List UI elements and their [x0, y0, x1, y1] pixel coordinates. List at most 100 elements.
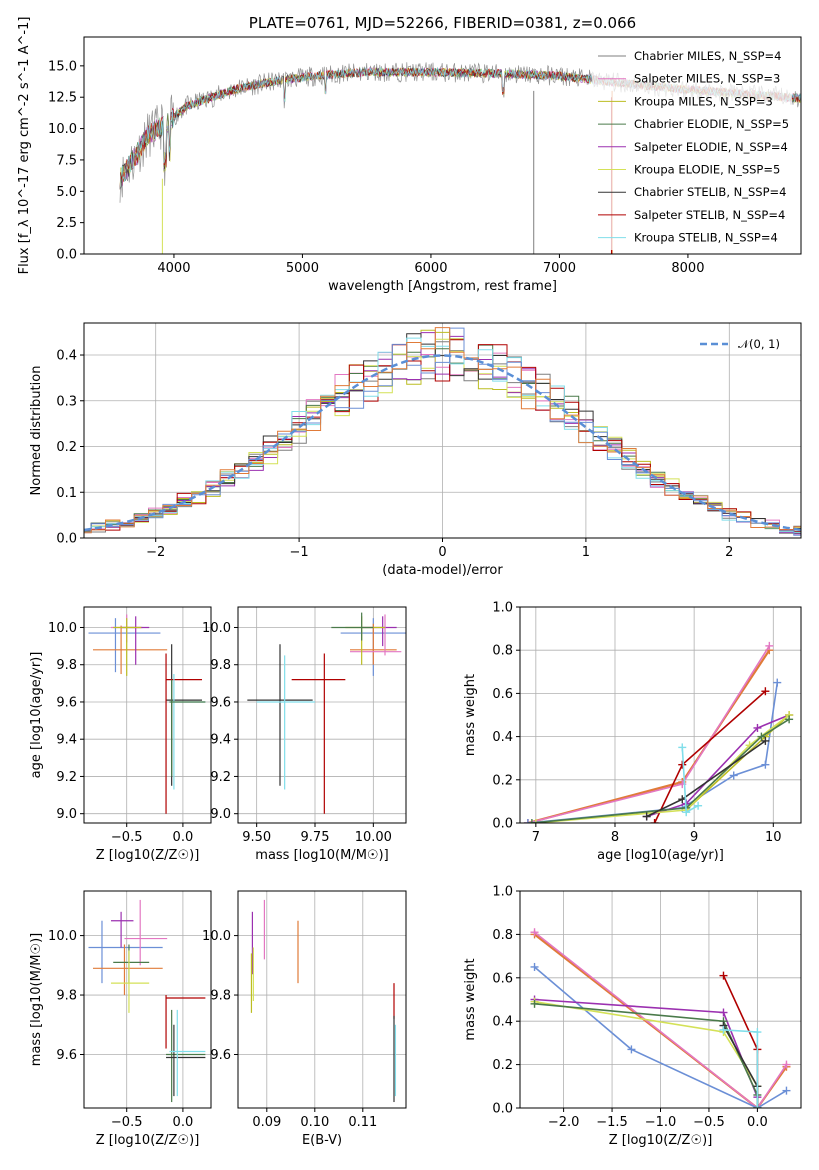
- y-tick-label: 9.6: [56, 695, 77, 710]
- x-tick-label: 8: [611, 830, 619, 845]
- x-tick-label: 6000: [414, 261, 447, 276]
- mass-vs-Z-panel: −0.5 0.0 9.6 9.8 10.0 Z [log10(Z/Z☉)] mass [lo…: [29, 890, 212, 1148]
- weight-series-line: [527, 645, 770, 823]
- x-tick-label: 0.10: [300, 1115, 329, 1130]
- y-tick-label: 9.2: [210, 770, 231, 785]
- histogram-series: [84, 339, 801, 533]
- weight-series-line: [534, 931, 788, 1108]
- x-tick-label: 5000: [286, 261, 319, 276]
- y-tick-label: 2.5: [56, 216, 77, 231]
- mass-weight-vs-Z-panel: −2.0 −1.5 −1.0 −0.5 0.0 0.0 0.2 0.4 0.6 0.8 1.0 Z […: [463, 885, 802, 1148]
- x-tick-label: −1: [290, 545, 309, 560]
- y-tick-label: 9.6: [56, 1048, 77, 1063]
- legend-label: Chabrier ELODIE, N_SSP=5: [634, 117, 789, 131]
- legend-label: Kroupa STELIB, N_SSP=4: [634, 231, 778, 245]
- x-tick-label: −0.5: [111, 830, 143, 845]
- plot-frame: [83, 322, 802, 539]
- y-tick-label: 9.0: [56, 807, 77, 822]
- x-tick-label: 0.0: [173, 1115, 194, 1130]
- x-tick-label: 7: [532, 830, 540, 845]
- y-tick-label: 0.4: [492, 1015, 513, 1030]
- y-tick-label: 0.8: [492, 644, 513, 659]
- y-tick-label: 10.0: [48, 929, 77, 944]
- y-tick-label: 9.8: [56, 658, 77, 673]
- y-tick-label: 9.6: [210, 1048, 231, 1063]
- x-tick-label: 0.0: [747, 1115, 768, 1130]
- y-tick-label: 10.0: [202, 621, 231, 636]
- plot-frame: [237, 890, 407, 1109]
- errorbar-points: [247, 612, 406, 814]
- y-tick-label: 9.2: [56, 770, 77, 785]
- weight-series-line: [533, 933, 788, 1108]
- legend-label: Salpeter MILES, N_SSP=3: [634, 72, 780, 86]
- y-tick-label: 0.3: [56, 394, 77, 409]
- y-tick-label: 9.0: [210, 807, 231, 822]
- y-axis-label: Normed distribution: [29, 366, 44, 496]
- y-tick-label: 12.5: [48, 91, 77, 106]
- x-axis-label: age [log10(age/yr)]: [597, 848, 724, 863]
- x-tick-label: 7000: [543, 261, 576, 276]
- x-axis-label: (data-model)/error: [382, 563, 503, 578]
- x-tick-label: −1.0: [645, 1115, 677, 1130]
- x-axis-label: Z [log10(Z/Z☉)]: [96, 1133, 200, 1148]
- weight-series-line: [722, 975, 759, 1108]
- y-tick-label: 0.1: [56, 486, 77, 501]
- x-tick-label: −2: [146, 545, 165, 560]
- plot-frame: [519, 890, 802, 1109]
- x-axis-label: Z [log10(Z/Z☉)]: [96, 848, 200, 863]
- legend: 𝒩(0, 1): [700, 337, 780, 351]
- x-axis-label: wavelength [Angstrom, rest frame]: [328, 279, 557, 294]
- mass-vs-EBV-panel: 0.09 0.10 0.11 9.6 9.8 10.0 E(B-V): [202, 890, 407, 1148]
- y-tick-label: 1.0: [492, 601, 513, 616]
- y-axis-label: mass weight: [463, 674, 478, 756]
- y-tick-label: 0.0: [56, 248, 77, 263]
- y-tick-label: 10.0: [48, 122, 77, 137]
- y-tick-label: 0.4: [56, 349, 77, 364]
- legend-label: Chabrier MILES, N_SSP=4: [634, 49, 781, 63]
- y-tick-label: 0.2: [492, 1058, 513, 1073]
- x-tick-label: −1.5: [596, 1115, 628, 1130]
- weight-series-line: [646, 714, 790, 818]
- weight-lines: [530, 928, 791, 1108]
- y-tick-label: 0.0: [56, 532, 77, 547]
- errorbar-points: [250, 899, 397, 1103]
- y-tick-label: 0.0: [492, 1102, 513, 1117]
- plot-frame: [83, 890, 212, 1109]
- x-tick-label: 0: [438, 545, 446, 560]
- x-tick-label: 0.11: [348, 1115, 377, 1130]
- x-tick-label: −0.5: [111, 1115, 143, 1130]
- normal-reference-curve: [84, 354, 801, 532]
- legend-label: Chabrier STELIB, N_SSP=4: [634, 185, 786, 199]
- y-tick-label: 5.0: [56, 185, 77, 200]
- plot-frame: [519, 606, 802, 824]
- y-tick-label: 9.8: [210, 989, 231, 1004]
- y-tick-label: 7.5: [56, 153, 77, 168]
- residuals-panel: −2 −1 0 1 2 0.0 0.1 0.2 0.3 0.4 (data-model)/error…: [29, 322, 802, 578]
- y-tick-label: 15.0: [48, 59, 77, 74]
- x-tick-label: −0.5: [693, 1115, 725, 1130]
- y-tick-label: 9.8: [210, 658, 231, 673]
- y-axis-label: Flux [f_λ 10^-17 erg cm^-2 s^-1 A^-1]: [17, 17, 32, 275]
- y-tick-label: 9.6: [210, 695, 231, 710]
- y-tick-label: 0.4: [492, 730, 513, 745]
- y-tick-label: 9.8: [56, 989, 77, 1004]
- weight-lines: [523, 641, 794, 823]
- legend-label: Salpeter STELIB, N_SSP=4: [634, 208, 785, 222]
- mass-weight-vs-age-panel: 7 8 9 10 0.0 0.2 0.4 0.6 0.8 1.0 age [log10(age/yr…: [463, 601, 802, 863]
- x-axis-label: mass [log10(M/M☉)]: [255, 848, 388, 863]
- x-axis-label: Z [log10(Z/Z☉)]: [609, 1133, 713, 1148]
- y-axis-label: mass weight: [463, 958, 478, 1040]
- y-tick-label: 9.4: [210, 733, 231, 748]
- y-axis-label: age [log10(age/yr)]: [29, 652, 44, 779]
- y-tick-label: 0.6: [492, 971, 513, 986]
- weight-series-line: [527, 682, 779, 823]
- x-tick-label: 10: [765, 830, 782, 845]
- x-tick-label: 10.00: [355, 830, 392, 845]
- weight-series-line: [531, 718, 790, 823]
- errorbar-points: [88, 899, 206, 1103]
- x-tick-label: 4000: [157, 261, 190, 276]
- x-tick-label: 8000: [671, 261, 704, 276]
- chart-title: PLATE=0761, MJD=52266, FIBERID=0381, z=0…: [249, 14, 636, 32]
- age-vs-Z-panel: −0.5 0.0 9.0 9.2 9.4 9.6 9.8 10.0 Z [log10(Z/Z☉)…: [29, 606, 212, 863]
